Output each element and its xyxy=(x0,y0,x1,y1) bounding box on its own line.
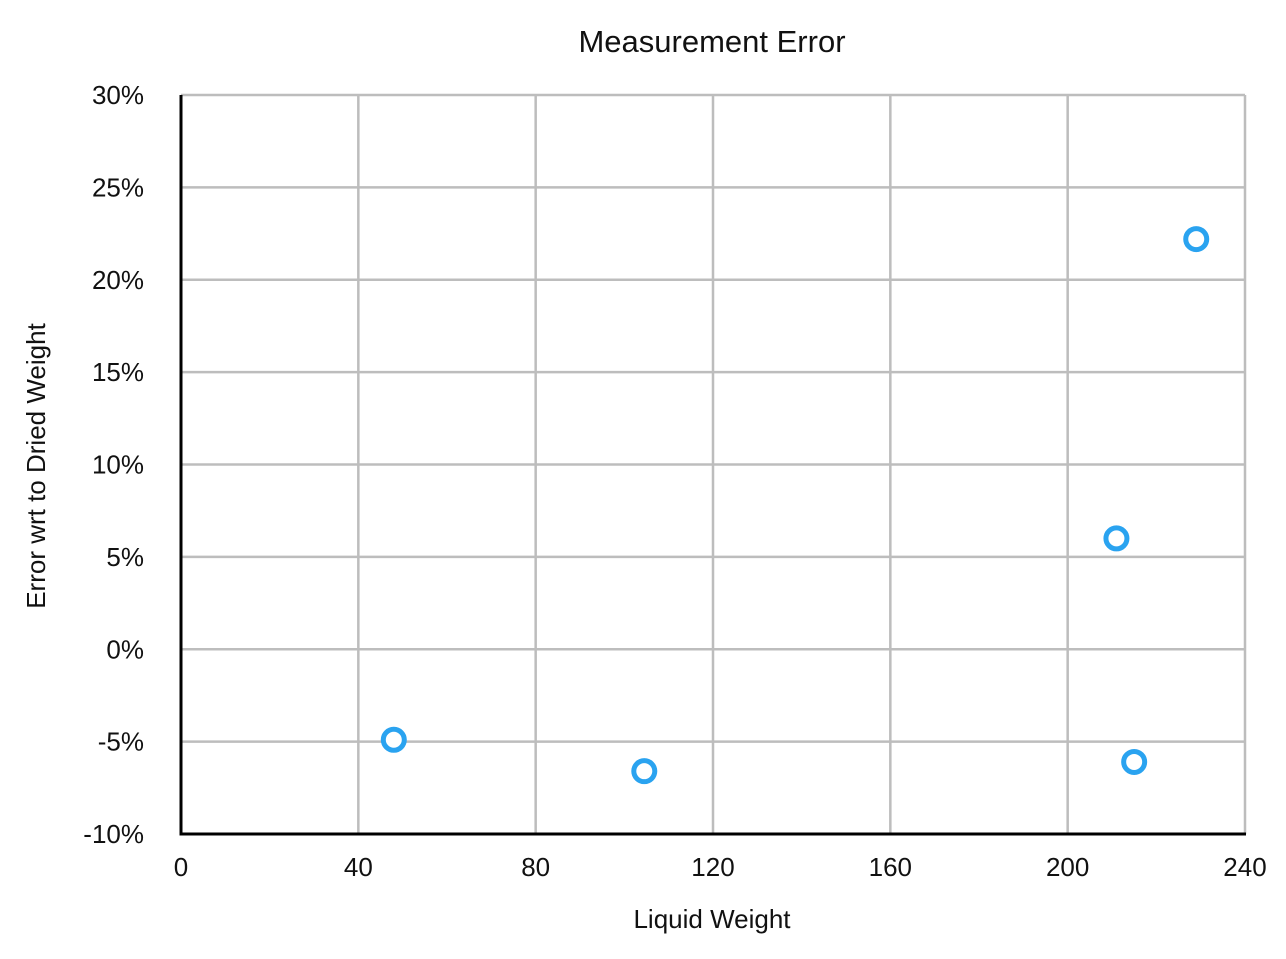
y-tick-label: -5% xyxy=(98,727,144,757)
y-tick-label: 30% xyxy=(92,80,144,110)
data-point xyxy=(631,758,658,785)
y-tick-label: -10% xyxy=(83,819,144,849)
data-points xyxy=(380,226,1210,785)
x-tick-label: 120 xyxy=(691,852,734,882)
x-tick-label: 200 xyxy=(1046,852,1089,882)
chart-title: Measurement Error xyxy=(578,24,845,59)
y-tick-label: 20% xyxy=(92,265,144,295)
y-axis-title: Error wrt to Dried Weight xyxy=(21,322,51,608)
y-tick-label: 25% xyxy=(92,172,144,202)
x-tick-label: 160 xyxy=(869,852,912,882)
axes xyxy=(179,95,1246,836)
data-point xyxy=(1183,226,1210,253)
data-point xyxy=(1103,525,1130,552)
gridlines xyxy=(181,93,1247,834)
x-tick-label: 240 xyxy=(1223,852,1266,882)
data-point xyxy=(380,726,407,753)
y-tick-label: 5% xyxy=(106,542,144,572)
x-tick-label: 40 xyxy=(344,852,373,882)
x-tick-labels: 0 40 80 120 160 200 240 xyxy=(174,852,1267,882)
y-tick-label: 0% xyxy=(106,634,144,664)
x-tick-label: 0 xyxy=(174,852,188,882)
y-tick-labels: -10% -5% 0% 5% 10% 15% 20% 25% 30% xyxy=(83,80,144,849)
y-tick-label: 10% xyxy=(92,450,144,480)
x-tick-label: 80 xyxy=(521,852,550,882)
x-axis-title: Liquid Weight xyxy=(633,904,791,934)
y-tick-label: 15% xyxy=(92,357,144,387)
data-point xyxy=(1121,748,1148,775)
